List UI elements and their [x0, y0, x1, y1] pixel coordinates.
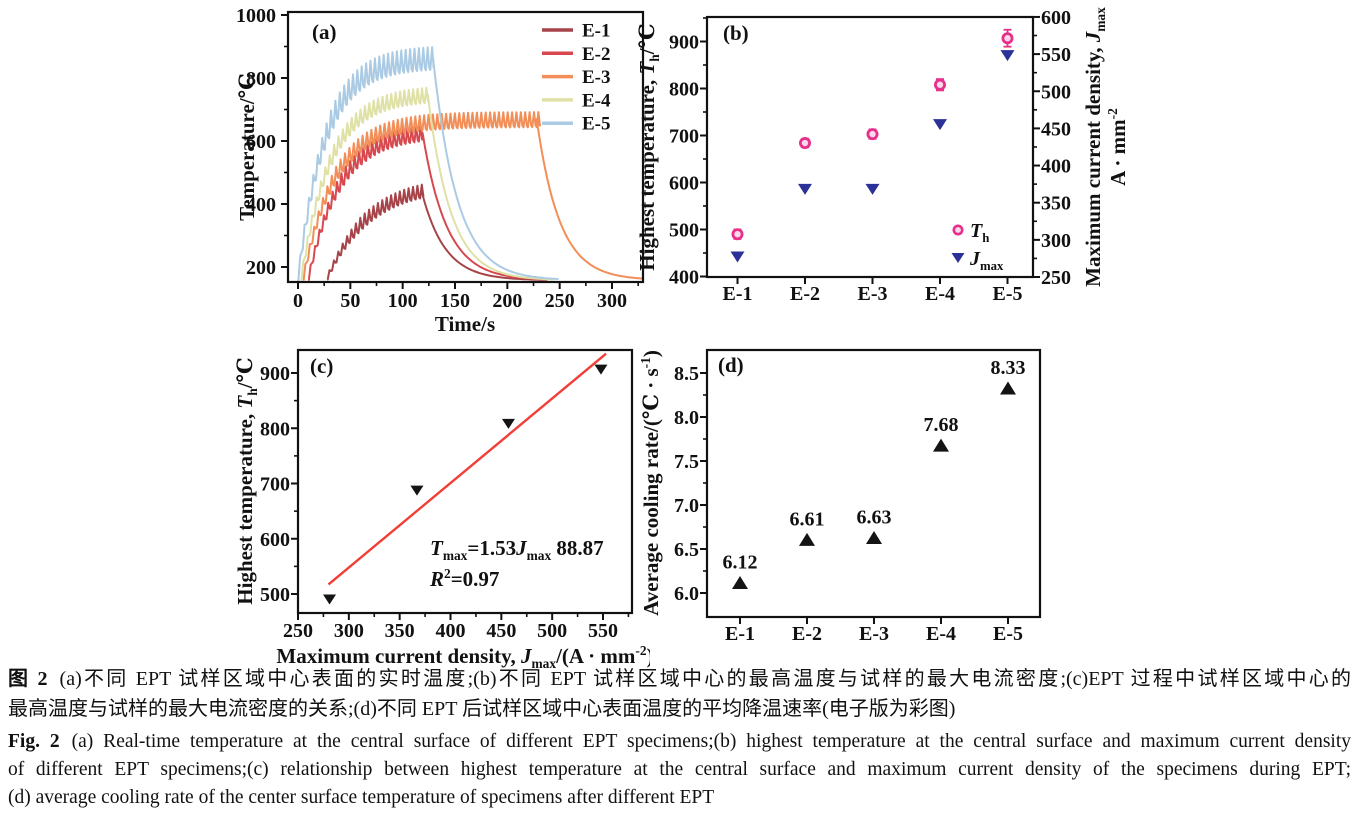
svg-text:E-1: E-1	[582, 21, 611, 42]
chart-c-temp-vs-current-density-fit: 250 300 350 400 450 500 550 500 600 700 800 900 High…	[230, 340, 654, 675]
svg-text:250: 250	[545, 290, 575, 312]
svg-text:E-3: E-3	[582, 67, 611, 88]
svg-text:400: 400	[246, 194, 276, 216]
svg-text:400: 400	[1041, 156, 1071, 178]
svg-text:Temperature/℃: Temperature/℃	[235, 73, 259, 221]
caption-cn-text-2: 最高温度与试样的最大电流密度的关系;(d)不同 EPT 后试样区域中心表面温度的…	[8, 698, 956, 720]
svg-text:250: 250	[283, 620, 313, 642]
svg-text:E-4: E-4	[582, 90, 611, 111]
svg-text:450: 450	[1041, 118, 1071, 140]
svg-text:800: 800	[260, 418, 290, 440]
svg-text:50: 50	[340, 290, 360, 312]
caption-en-figure-label: Fig. 2	[8, 731, 60, 752]
svg-text:Maximum current density, Jmax: Maximum current density, Jmax	[1081, 7, 1108, 287]
svg-text:8.0: 8.0	[674, 407, 699, 429]
svg-text:300: 300	[597, 290, 627, 312]
svg-text:E-2: E-2	[790, 283, 820, 305]
svg-text:1000: 1000	[236, 5, 276, 27]
svg-text:7.68: 7.68	[924, 414, 959, 436]
svg-text:100: 100	[388, 290, 418, 312]
svg-text:A · mm-2: A · mm-2	[1105, 108, 1130, 186]
svg-text:200: 200	[246, 257, 276, 279]
svg-text:600: 600	[669, 173, 699, 195]
svg-text:600: 600	[260, 529, 290, 551]
svg-text:E-4: E-4	[926, 623, 956, 645]
svg-text:E-5: E-5	[582, 114, 611, 135]
chart-a-realtime-temperature: 0 50 100 150 200 250 300 200 400 600 800 1000 Temper…	[230, 0, 650, 345]
svg-text:E-3: E-3	[858, 283, 888, 305]
svg-text:400: 400	[669, 267, 699, 289]
chart-d-average-cooling-rate: E-1 E-2 E-3 E-4 E-5 6.0 6.5 7.0 7.5 8.0 8.5 Average…	[620, 340, 1140, 675]
caption-en-text-2: of different EPT specimens;(c) relations…	[8, 759, 1351, 780]
svg-text:E-1: E-1	[725, 623, 755, 645]
svg-text:0: 0	[293, 290, 303, 312]
svg-text:450: 450	[486, 620, 516, 642]
svg-text:250: 250	[1041, 267, 1071, 289]
caption-english-line-1: Fig. 2 (a) Real-time temperature at the c…	[8, 729, 1351, 755]
svg-text:Time/s: Time/s	[435, 312, 495, 336]
svg-text:8.33: 8.33	[991, 357, 1026, 379]
svg-text:(c): (c)	[310, 354, 333, 378]
svg-text:E-5: E-5	[993, 283, 1023, 305]
svg-text:(b): (b)	[723, 21, 749, 45]
svg-text:Jmax: Jmax	[969, 248, 1004, 273]
svg-text:Highest temperature, Th/℃: Highest temperature, Th/℃	[233, 357, 260, 604]
svg-text:300: 300	[334, 620, 364, 642]
svg-text:350: 350	[1041, 193, 1071, 215]
svg-text:(a): (a)	[312, 20, 337, 44]
svg-text:500: 500	[260, 584, 290, 606]
caption-cn-text-1: (a)不同 EPT 试样区域中心表面的实时温度;(b)不同 EPT 试样区域中心…	[59, 668, 1352, 690]
svg-text:6.61: 6.61	[790, 508, 825, 530]
svg-text:E-2: E-2	[792, 623, 822, 645]
svg-text:6.12: 6.12	[723, 551, 758, 573]
svg-text:900: 900	[669, 32, 699, 54]
caption-chinese-line-2: 最高温度与试样的最大电流密度的关系;(d)不同 EPT 后试样区域中心表面温度的…	[8, 696, 1351, 722]
svg-text:Tmax=1.53Jmax 88.87: Tmax=1.53Jmax 88.87	[430, 536, 604, 563]
svg-text:550: 550	[1041, 44, 1071, 66]
caption-chinese-line-1: 图 2 (a)不同 EPT 试样区域中心表面的实时温度;(b)不同 EPT 试样区…	[8, 666, 1351, 692]
svg-text:300: 300	[1041, 230, 1071, 252]
svg-text:R2=0.97: R2=0.97	[429, 566, 499, 591]
svg-text:200: 200	[492, 290, 522, 312]
svg-text:Th: Th	[970, 220, 989, 245]
caption-english-line-2: of different EPT specimens;(c) relations…	[8, 757, 1351, 783]
svg-text:400: 400	[436, 620, 466, 642]
svg-text:(d): (d)	[718, 353, 744, 377]
svg-text:E-1: E-1	[723, 283, 753, 305]
svg-text:600: 600	[1041, 7, 1071, 29]
svg-text:150: 150	[440, 290, 470, 312]
chart-b-highest-temp-current-density: E-1 E-2 E-3 E-4 E-5 400 500 600 700 800 900 250 300 3…	[620, 0, 1140, 345]
caption-cn-figure-label: 图 2	[8, 668, 48, 690]
svg-text:E-5: E-5	[993, 623, 1023, 645]
svg-text:600: 600	[246, 131, 276, 153]
svg-text:500: 500	[1041, 81, 1071, 103]
svg-text:550: 550	[588, 620, 618, 642]
svg-text:6.0: 6.0	[674, 583, 699, 605]
svg-text:E-3: E-3	[859, 623, 889, 645]
svg-text:6.63: 6.63	[857, 507, 892, 529]
svg-text:900: 900	[260, 363, 290, 385]
svg-text:8.5: 8.5	[674, 363, 699, 385]
svg-text:500: 500	[537, 620, 567, 642]
svg-text:E-2: E-2	[582, 44, 611, 65]
svg-text:Average cooling rate/(℃ · s-1): Average cooling rate/(℃ · s-1)	[638, 350, 663, 616]
svg-text:700: 700	[260, 474, 290, 496]
caption-en-text-1: (a) Real-time temperature at the central…	[71, 731, 1351, 752]
caption-en-text-3: (d) average cooling rate of the center s…	[8, 787, 715, 808]
svg-text:500: 500	[669, 220, 699, 242]
svg-text:Highest temperature, Th/℃: Highest temperature, Th/℃	[635, 23, 662, 270]
svg-text:7.0: 7.0	[674, 495, 699, 517]
caption-english-line-3: (d) average cooling rate of the center s…	[8, 785, 1351, 811]
svg-text:700: 700	[669, 126, 699, 148]
svg-text:E-4: E-4	[925, 283, 955, 305]
svg-text:7.5: 7.5	[674, 451, 699, 473]
svg-text:350: 350	[385, 620, 415, 642]
svg-text:800: 800	[669, 79, 699, 101]
svg-text:6.5: 6.5	[674, 539, 699, 561]
svg-text:800: 800	[246, 68, 276, 90]
